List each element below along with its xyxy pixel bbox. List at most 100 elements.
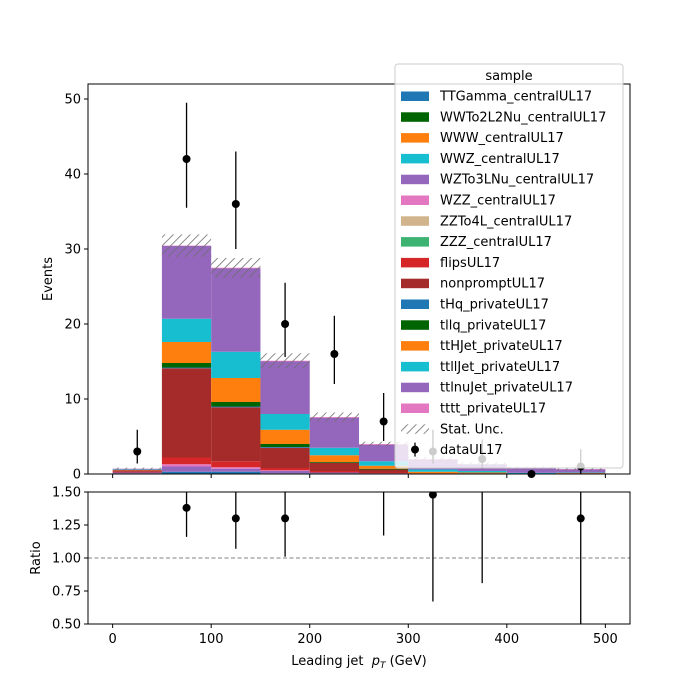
x-axis-label-text: Leading jet — [291, 654, 371, 669]
legend-swatch — [401, 382, 429, 393]
legend-label: ZZTo4L_centralUL17 — [440, 214, 572, 229]
legend-label: ttHJet_privateUL17 — [440, 339, 563, 354]
bar-segment-ttHJet_privateUL17-bin-2 — [211, 378, 261, 402]
data-point-2 — [231, 200, 240, 208]
legend-item-tllq_privateUL17: tllq_privateUL17 — [401, 318, 546, 333]
legend-item-ttllJet_privateUL17: ttllJet_privateUL17 — [401, 360, 560, 375]
stat-unc-band-bin-2 — [211, 258, 261, 278]
bar-segment-WZTo3LNu_centralUL17-bin-0 — [112, 472, 162, 474]
bar-segment-ttHJet_privateUL17-bin-5 — [359, 465, 409, 469]
legend-swatch — [401, 361, 429, 372]
stat-unc-band-bin-3 — [260, 353, 310, 369]
data-point-5 — [379, 417, 388, 426]
bar-segment-flipsUL17-bin-2 — [211, 461, 261, 468]
bar-segment-flipsUL17-bin-4 — [309, 471, 359, 473]
legend-swatch — [401, 153, 429, 164]
bar-segment-nonpromptUL17-bin-1 — [161, 368, 212, 458]
bar-segment-ttllJet_privateUL17-bin-3 — [260, 414, 310, 430]
main-plot-frame — [87, 83, 631, 475]
bar-segment-flipsUL17-bin-3 — [260, 468, 310, 471]
bar-segment-ttHJet_privateUL17-bin-3 — [260, 429, 310, 444]
bar-segment-ttllJet_privateUL17-bin-4 — [309, 447, 359, 456]
legend-item-WZTo3LNu_centralUL17: WZTo3LNu_centralUL17 — [401, 173, 594, 188]
legend-label: WZTo3LNu_centralUL17 — [440, 173, 594, 188]
ratio-y-axis: 0.50 0.75 1.00 1.25 1.50 — [52, 486, 88, 633]
legend-label: dataUL17 — [440, 443, 503, 458]
legend-swatch — [401, 91, 429, 101]
legend-label: WWTo2L2Nu_centralUL17 — [440, 110, 606, 125]
bar-segment-tHq_privateUL17-bin-3 — [260, 447, 310, 448]
x-tick-label: 100 — [199, 632, 224, 647]
x-tick-label: 500 — [593, 632, 618, 647]
stat-unc-band-bin-0 — [112, 467, 162, 470]
x-tick-label: 300 — [396, 632, 421, 647]
legend-swatch — [401, 257, 429, 268]
legend-swatch — [401, 341, 429, 351]
ratio-y-tick-label: 1.50 — [52, 486, 81, 501]
x-tick-label: 0 — [108, 632, 116, 647]
legend-label: ZZZ_centralUL17 — [440, 235, 552, 250]
bar-segment-ttlnuJet_privateUL17-bin-2 — [211, 268, 261, 352]
bar-segment-tllq_privateUL17-bin-2 — [211, 402, 261, 407]
legend-item-ZZTo4L_centralUL17: ZZTo4L_centralUL17 — [401, 214, 572, 229]
bar-segment-WZTo3LNu_centralUL17-bin-2 — [211, 468, 261, 472]
legend-swatch-hatch — [401, 424, 429, 434]
legend-marker — [411, 445, 419, 454]
ratio-point-1 — [231, 514, 240, 523]
bar-segment-nonpromptUL17-bin-2 — [211, 407, 261, 462]
bar-segment-nonpromptUL17-bin-0 — [112, 470, 162, 472]
data-point-0 — [133, 447, 142, 456]
legend-swatch — [401, 320, 429, 330]
x-tick-label: 400 — [494, 632, 519, 647]
x-axis-label-unit: (GeV) — [385, 654, 426, 669]
bar-segment-ttllJet_privateUL17-bin-6 — [408, 469, 458, 472]
bar-segment-ttHJet_privateUL17-bin-4 — [309, 455, 359, 462]
legend-frame — [394, 63, 624, 469]
legend-item-dataUL17: dataUL17 — [411, 442, 503, 458]
bar-segment-WZTo3LNu_centralUL17-bin-4 — [309, 472, 359, 474]
y-tick-label: 10 — [64, 393, 81, 408]
ratio-y-tick-label: 0.75 — [52, 585, 81, 600]
bar-segment-ttHJet_privateUL17-bin-1 — [161, 342, 212, 363]
legend-swatch — [401, 237, 429, 247]
legend-item-WWZ_centralUL17: WWZ_centralUL17 — [401, 152, 560, 167]
bar-segment-flipsUL17-bin-0 — [112, 471, 162, 473]
data-point-3 — [281, 320, 290, 328]
bar-segment-tllq_privateUL17-bin-1 — [161, 363, 212, 368]
legend-item-tHq_privateUL17: tHq_privateUL17 — [401, 298, 549, 313]
stat-unc-band-bin-5 — [359, 441, 409, 447]
bar-segment-ttlnuJet_privateUL17-bin-3 — [260, 361, 310, 414]
data-point-1 — [182, 155, 191, 163]
bar-segment-flipsUL17-bin-1 — [161, 457, 212, 465]
y-tick-label: 30 — [64, 243, 81, 258]
ratio-x-axis: 0 100 200 300 400 500 — [108, 624, 618, 647]
ratio-point-2 — [281, 514, 290, 523]
bar-segment-ttHJet_privateUL17-bin-7 — [457, 472, 507, 474]
legend-label: TTGamma_centralUL17 — [439, 90, 592, 105]
x-axis-label-symbol: p — [371, 654, 380, 669]
legend-label: tttt_privateUL17 — [440, 402, 546, 417]
ratio-y-axis-label: Ratio — [29, 541, 44, 574]
legend-swatch — [401, 299, 429, 309]
legend-item-tttt_privateUL17: tttt_privateUL17 — [401, 402, 546, 417]
y-tick-label: 20 — [64, 318, 81, 333]
legend-swatch — [401, 278, 429, 289]
legend-item-TTGamma_centralUL17: TTGamma_centralUL17 — [401, 90, 592, 105]
legend-label: ttllJet_privateUL17 — [440, 360, 560, 375]
stacked-histogram — [112, 245, 606, 474]
bar-segment-TTGamma_centralUL17-bin-1 — [161, 471, 212, 474]
bar-segment-nonpromptUL17-bin-4 — [309, 462, 359, 471]
y-axis-label: Events — [41, 257, 56, 301]
bar-segment-TTGamma_centralUL17-bin-2 — [211, 471, 261, 474]
bar-segment-WZTo3LNu_centralUL17-bin-3 — [260, 471, 310, 474]
x-tick-label: 200 — [297, 632, 322, 647]
bar-segment-WZTo3LNu_centralUL17-bin-1 — [161, 466, 212, 472]
x-axis-label: Leading jet pT (GeV) — [291, 654, 426, 671]
legend-swatch — [401, 403, 429, 413]
legend-label: WZZ_centralUL17 — [440, 194, 556, 209]
bar-segment-tllq_privateUL17-bin-4 — [309, 462, 359, 463]
legend-label: WWW_centralUL17 — [440, 131, 564, 146]
bar-segment-tllq_privateUL17-bin-5 — [359, 468, 409, 470]
x-axis-label-subscript: T — [380, 661, 387, 671]
bar-segment-flipsUL17-bin-5 — [359, 472, 409, 474]
